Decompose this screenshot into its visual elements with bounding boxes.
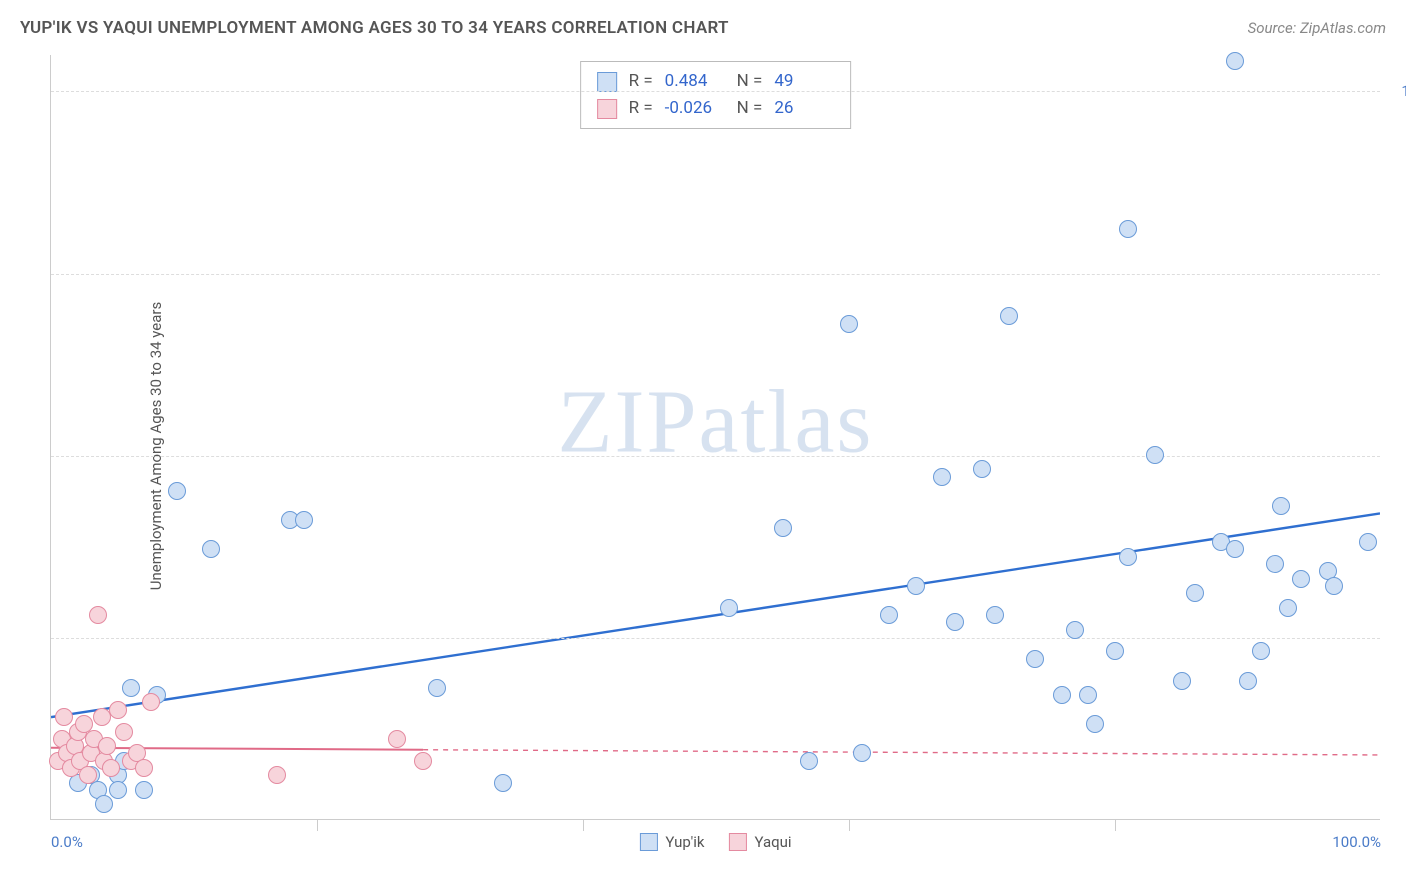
- chart-title: YUP'IK VS YAQUI UNEMPLOYMENT AMONG AGES …: [20, 18, 729, 38]
- scatter-marker: [109, 701, 127, 719]
- scatter-marker: [122, 679, 140, 697]
- scatter-marker: [1226, 540, 1244, 558]
- r-value: -0.026: [665, 95, 725, 122]
- scatter-marker: [142, 693, 160, 711]
- scatter-marker: [428, 679, 446, 697]
- scatter-marker: [907, 577, 925, 595]
- scatter-marker: [1000, 307, 1018, 325]
- gridline-h: [51, 91, 1380, 92]
- n-label: N =: [737, 95, 763, 122]
- gridline-h: [51, 274, 1380, 275]
- scatter-marker: [946, 613, 964, 631]
- scatter-marker: [95, 795, 113, 813]
- scatter-marker: [388, 730, 406, 748]
- scatter-marker: [202, 540, 220, 558]
- scatter-marker: [1359, 533, 1377, 551]
- source-name: ZipAtlas.com: [1300, 19, 1386, 37]
- y-tick-label: 50.0%: [1390, 447, 1406, 465]
- scatter-marker: [1239, 672, 1257, 690]
- scatter-marker: [1146, 446, 1164, 464]
- stats-swatch-yupik: [597, 72, 617, 92]
- n-value: 26: [774, 95, 834, 122]
- scatter-marker: [1226, 52, 1244, 70]
- x-tick: [1115, 819, 1116, 831]
- source-attribution: Source: ZipAtlas.com: [1248, 19, 1386, 37]
- scatter-marker: [1106, 642, 1124, 660]
- scatter-marker: [933, 468, 951, 486]
- scatter-marker: [1186, 584, 1204, 602]
- x-tick-label: 100.0%: [1332, 833, 1381, 851]
- scatter-marker: [720, 599, 738, 617]
- scatter-marker: [1079, 686, 1097, 704]
- scatter-marker: [135, 759, 153, 777]
- scatter-marker: [986, 606, 1004, 624]
- scatter-marker: [853, 744, 871, 762]
- gridline-h: [51, 456, 1380, 457]
- scatter-marker: [774, 519, 792, 537]
- gridline-h: [51, 638, 1380, 639]
- legend-item-yupik: Yup'ik: [639, 833, 704, 851]
- scatter-marker: [79, 766, 97, 784]
- scatter-marker: [1272, 497, 1290, 515]
- legend-swatch: [639, 833, 657, 851]
- x-tick: [849, 819, 850, 831]
- scatter-marker: [1266, 555, 1284, 573]
- x-tick: [583, 819, 584, 831]
- scatter-marker: [1279, 599, 1297, 617]
- scatter-marker: [1119, 220, 1137, 238]
- scatter-marker: [295, 511, 313, 529]
- scatter-marker: [800, 752, 818, 770]
- scatter-marker: [1053, 686, 1071, 704]
- scatter-marker: [973, 460, 991, 478]
- legend-label: Yup'ik: [665, 833, 704, 851]
- watermark: ZIPatlas: [558, 370, 874, 473]
- y-tick-label: 100.0%: [1390, 82, 1406, 100]
- scatter-marker: [1026, 650, 1044, 668]
- r-label: R =: [629, 95, 653, 122]
- scatter-marker: [268, 766, 286, 784]
- legend-item-yaqui: Yaqui: [729, 833, 792, 851]
- legend-label: Yaqui: [755, 833, 792, 851]
- trend-line-extrapolated: [423, 750, 1380, 755]
- scatter-marker: [840, 315, 858, 333]
- scatter-marker: [1325, 577, 1343, 595]
- scatter-plot-area: ZIPatlas R = 0.484 N = 49 R = -0.026 N =…: [50, 55, 1380, 820]
- correlation-stats-box: R = 0.484 N = 49 R = -0.026 N = 26: [580, 61, 852, 129]
- x-tick: [317, 819, 318, 831]
- scatter-marker: [109, 781, 127, 799]
- scatter-marker: [55, 708, 73, 726]
- y-tick-label: 75.0%: [1390, 265, 1406, 283]
- y-tick-label: 25.0%: [1390, 629, 1406, 647]
- stats-row: R = -0.026 N = 26: [597, 95, 835, 122]
- scatter-marker: [880, 606, 898, 624]
- scatter-marker: [102, 759, 120, 777]
- scatter-marker: [1086, 715, 1104, 733]
- scatter-marker: [1252, 642, 1270, 660]
- scatter-marker: [1292, 570, 1310, 588]
- scatter-marker: [494, 774, 512, 792]
- x-tick-label: 0.0%: [51, 833, 83, 851]
- stats-swatch-yaqui: [597, 99, 617, 119]
- scatter-marker: [115, 723, 133, 741]
- scatter-marker: [135, 781, 153, 799]
- scatter-marker: [168, 482, 186, 500]
- scatter-marker: [414, 752, 432, 770]
- legend-swatch: [729, 833, 747, 851]
- trend-lines: [51, 55, 1380, 819]
- scatter-marker: [1119, 548, 1137, 566]
- title-bar: YUP'IK VS YAQUI UNEMPLOYMENT AMONG AGES …: [20, 18, 1386, 38]
- scatter-marker: [1066, 621, 1084, 639]
- scatter-marker: [98, 737, 116, 755]
- source-prefix: Source:: [1248, 19, 1300, 37]
- scatter-marker: [1173, 672, 1191, 690]
- scatter-marker: [89, 606, 107, 624]
- series-legend: Yup'ik Yaqui: [639, 833, 791, 851]
